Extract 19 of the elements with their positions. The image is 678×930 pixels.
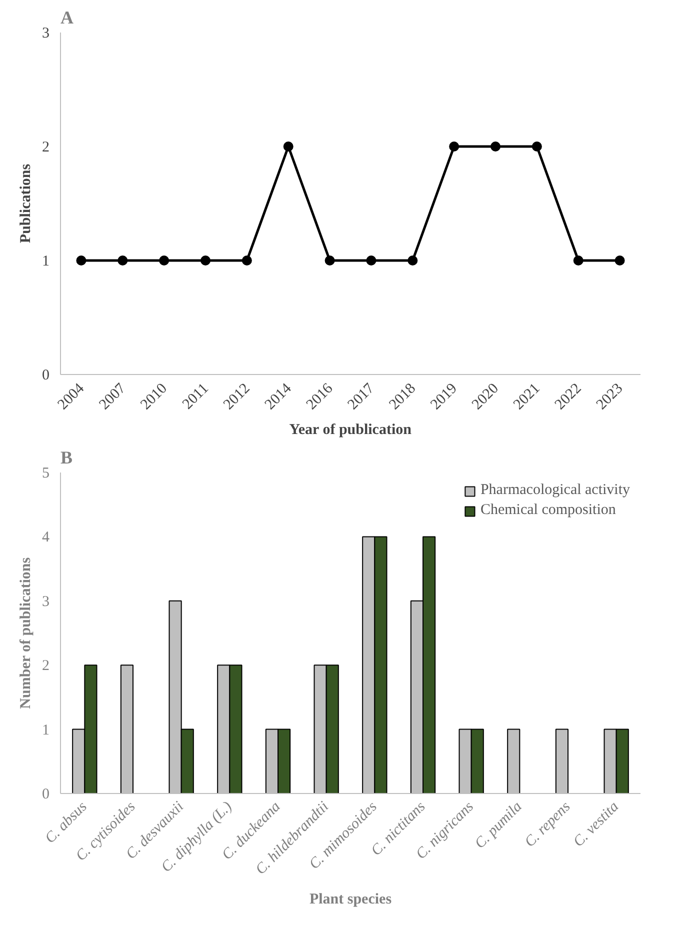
y-tick-label: 2 xyxy=(42,140,50,156)
legend-label: Chemical composition xyxy=(480,502,616,519)
y-tick-label: 0 xyxy=(42,368,50,384)
y-tick-label: 5 xyxy=(42,466,50,482)
y-tick-label: 3 xyxy=(42,594,50,610)
y-tick-label: 3 xyxy=(42,26,50,42)
x-axis-title: Year of publication xyxy=(289,422,412,438)
y-tick-label: 1 xyxy=(42,254,50,270)
x-tick-label: 2011 xyxy=(180,380,212,413)
x-axis-title: Plant species xyxy=(309,892,392,908)
y-tick-label: 0 xyxy=(42,786,50,802)
chart-title: B xyxy=(60,448,73,468)
chart-title: A xyxy=(60,8,74,28)
y-axis-title: Number of publications xyxy=(18,557,34,709)
y-tick-label: 2 xyxy=(42,658,50,674)
y-axis-title: Publications xyxy=(18,164,34,244)
y-tick-label: 4 xyxy=(42,530,50,546)
y-tick-label: 1 xyxy=(42,722,50,738)
legend-label: Pharmacological activity xyxy=(480,482,630,499)
